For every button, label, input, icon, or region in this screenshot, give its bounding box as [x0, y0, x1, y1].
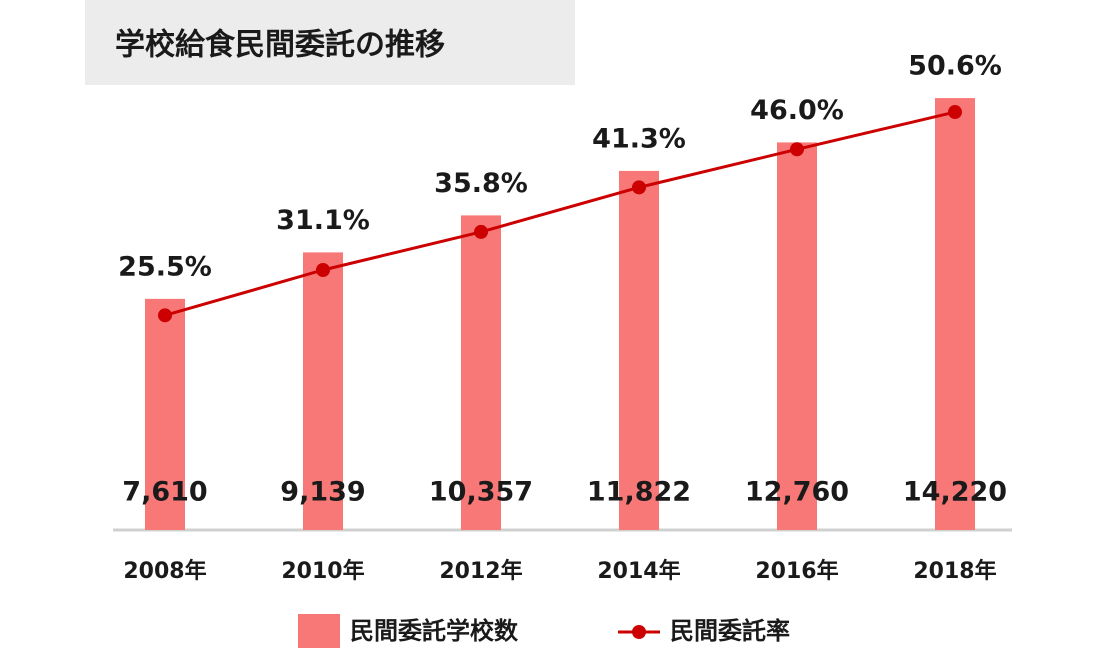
bar-value-label: 11,822 — [587, 477, 691, 508]
legend-label: 民間委託学校数 — [350, 617, 519, 645]
bar — [303, 252, 343, 530]
bar-value-label: 10,357 — [429, 477, 533, 508]
x-tick-label: 2008年 — [123, 558, 206, 584]
bar — [935, 98, 975, 530]
bar — [777, 142, 817, 531]
rate-value-label: 25.5% — [118, 251, 212, 282]
rate-value-label: 31.1% — [276, 205, 370, 236]
bar-value-label: 7,610 — [122, 477, 207, 508]
bar-value-label: 14,220 — [903, 477, 1007, 508]
line-marker — [632, 180, 646, 195]
line-marker — [474, 224, 488, 239]
bar-value-label: 9,139 — [280, 477, 365, 508]
bar — [145, 298, 185, 530]
rate-value-label: 46.0% — [750, 95, 844, 126]
bar — [461, 215, 501, 530]
legend-label: 民間委託率 — [670, 617, 790, 645]
x-tick-label: 2018年 — [913, 558, 996, 584]
chart-title: 学校給食民間委託の推移 — [115, 28, 445, 63]
line-marker — [790, 142, 804, 157]
rate-value-label: 35.8% — [434, 168, 528, 199]
rate-value-label: 50.6% — [908, 51, 1002, 82]
title-box — [85, 0, 575, 85]
x-tick-label: 2014年 — [597, 558, 680, 584]
x-tick-label: 2010年 — [281, 558, 364, 584]
x-tick-label: 2016年 — [755, 558, 838, 584]
rate-value-label: 41.3% — [592, 123, 686, 154]
legend-swatch — [632, 625, 646, 639]
x-tick-label: 2012年 — [439, 558, 522, 584]
bar — [619, 170, 659, 531]
line-marker — [948, 105, 962, 120]
line-marker — [158, 308, 172, 323]
line-marker — [316, 262, 330, 277]
bar-value-label: 12,760 — [745, 477, 849, 508]
legend-swatch — [298, 614, 340, 648]
line — [164, 110, 956, 317]
